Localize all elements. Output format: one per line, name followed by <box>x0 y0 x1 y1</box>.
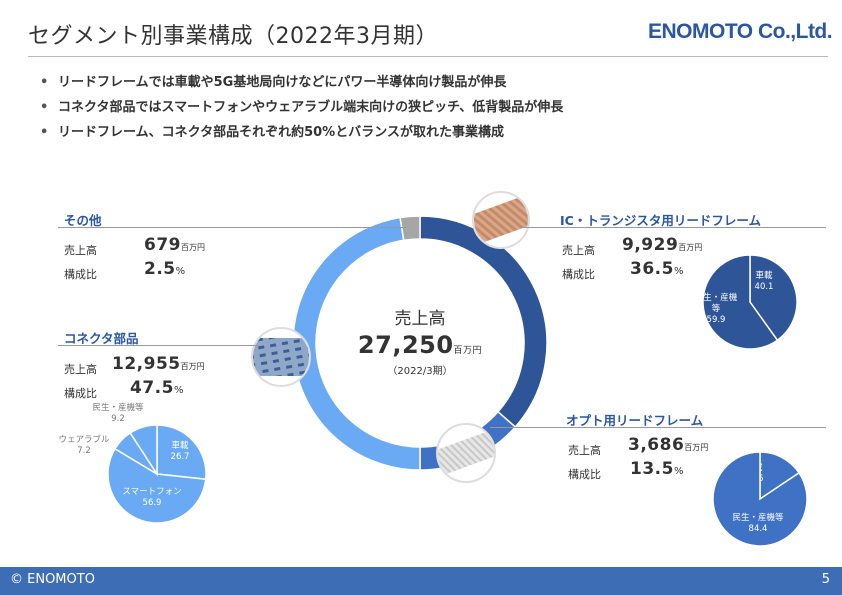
pie-slice <box>107 447 207 524</box>
ratio-number: 47.5 <box>130 378 174 398</box>
center-value-number: 27,250 <box>357 331 454 359</box>
bullet-dot-icon: • <box>40 100 49 115</box>
pct-sign: % <box>673 466 684 477</box>
sales-value-other: 679百万円 <box>144 235 205 255</box>
unit-label: 百万円 <box>180 362 205 371</box>
pct-sign: % <box>175 266 186 277</box>
segment-rule-other <box>58 227 406 228</box>
bullet-dot-icon: • <box>40 125 49 140</box>
label-ratio: 構成比 <box>64 268 97 281</box>
unit-label: 百万円 <box>684 443 709 452</box>
label-ratio: 構成比 <box>562 268 595 281</box>
center-unit: 百万円 <box>453 346 483 356</box>
title-divider <box>28 56 828 57</box>
pie-slice <box>702 254 779 350</box>
slice-label: 民生・産機等 84.4 <box>732 512 784 534</box>
sales-value-connector: 12,955百万円 <box>112 354 205 374</box>
slice-label: 民生・産機等 59.9 <box>695 292 738 325</box>
segment-rule-opto <box>490 427 826 428</box>
donut-center: 売上高 27,250百万円 （2022/3期） <box>350 304 490 377</box>
unit-label: 百万円 <box>678 243 703 252</box>
slice-label: 車載 40.1 <box>755 270 774 292</box>
label-sales: 売上高 <box>568 444 601 457</box>
segment-title-other: その他 <box>64 213 102 228</box>
label-sales: 売上高 <box>562 244 595 257</box>
pie-slice <box>712 451 808 547</box>
bullet-text: コネクタ部品ではスマートフォンやウェアラブル端末向けの狭ピッチ、低背製品が伸長 <box>58 100 564 115</box>
segment-title-ic: IC・トランジスタ用リードフレーム <box>560 213 761 228</box>
bullet-item: • リードフレームでは車載や5G基地局向けなどにパワー半導体向け製品が伸長 <box>40 72 563 97</box>
segment-rule-ic <box>520 227 826 228</box>
ratio-value-opto: 13.5% <box>630 459 684 479</box>
bullet-item: • コネクタ部品ではスマートフォンやウェアラブル端末向けの狭ピッチ、低背製品が伸長 <box>40 97 563 122</box>
sales-value-ic: 9,929百万円 <box>622 235 702 255</box>
segment-title-connector: コネクタ部品 <box>64 331 139 346</box>
footer-bar: © ENOMOTO 5 <box>0 567 842 595</box>
ratio-number: 2.5 <box>144 259 176 279</box>
sales-value-opto: 3,686百万円 <box>628 435 708 455</box>
bullet-item: • リードフレーム、コネクタ部品それぞれ約50%とバランスが取れた事業構成 <box>40 122 563 147</box>
ic-leadframe-photo <box>466 191 536 249</box>
ratio-value-connector: 47.5% <box>130 378 184 398</box>
center-value: 27,250百万円 <box>350 331 490 359</box>
sales-number: 679 <box>144 235 181 255</box>
bullet-list: • リードフレームでは車載や5G基地局向けなどにパワー半導体向け製品が伸長 • コネ… <box>40 72 563 147</box>
label-ratio: 構成比 <box>568 468 601 481</box>
page-title: セグメント別事業構成（2022年3月期） <box>28 24 438 49</box>
sales-number: 12,955 <box>112 354 181 374</box>
pie-slice <box>749 254 798 342</box>
slice-label: 民生・産機等 9.2 <box>92 402 144 424</box>
slice-label: 車載 26.7 <box>171 440 190 462</box>
connector-breakdown-pie: 車載 26.7 スマートフォン 56.9 ウェアラブル 7.2 民生・産機等 9.2 <box>58 402 207 524</box>
company-logo: ENOMOTO Co.,Ltd. <box>648 20 833 43</box>
bullet-text: リードフレーム、コネクタ部品それぞれ約50%とバランスが取れた事業構成 <box>58 125 504 140</box>
ratio-number: 36.5 <box>630 259 674 279</box>
ic-breakdown-pie: 車載 40.1 民生・産機等 59.9 <box>695 254 798 350</box>
pct-sign: % <box>673 266 684 277</box>
footer-copyright: © ENOMOTO <box>10 572 95 587</box>
unit-label: 百万円 <box>181 243 205 252</box>
center-label: 売上高 <box>394 309 446 329</box>
ratio-value-ic: 36.5% <box>630 259 684 279</box>
label-ratio: 構成比 <box>64 387 97 400</box>
connector-photo <box>251 327 311 387</box>
sales-number: 9,929 <box>622 235 679 255</box>
slice-label: ウェアラブル 7.2 <box>58 434 110 456</box>
pie-slice <box>129 424 158 477</box>
center-period: （2022/3期） <box>387 366 453 377</box>
segment-title-opto: オプト用リードフレーム <box>566 413 704 428</box>
slice-label: スマートフォン 56.9 <box>122 487 181 508</box>
label-sales: 売上高 <box>64 244 97 257</box>
bullet-text: リードフレームでは車載や5G基地局向けなどにパワー半導体向け製品が伸長 <box>58 75 507 90</box>
segment-rule-connector <box>58 345 258 346</box>
ratio-number: 13.5 <box>630 459 674 479</box>
pie-slice <box>399 215 421 242</box>
sales-number: 3,686 <box>628 435 685 455</box>
label-sales: 売上高 <box>64 363 97 376</box>
ratio-value-other: 2.5% <box>144 259 186 279</box>
bullet-dot-icon: • <box>40 75 49 90</box>
page-number: 5 <box>821 572 830 587</box>
pie-slice <box>759 451 801 501</box>
pct-sign: % <box>173 385 184 396</box>
pie-slice <box>156 424 207 481</box>
opto-leadframe-photo <box>431 423 501 483</box>
